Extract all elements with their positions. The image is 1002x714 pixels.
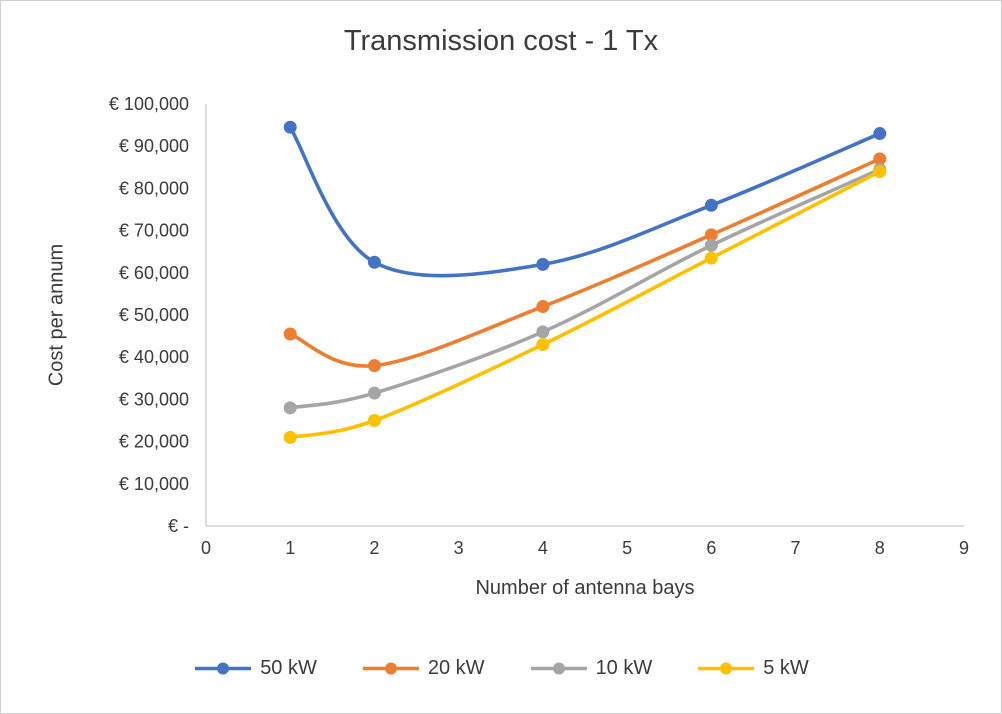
y-tick-label: € 10,000 xyxy=(119,474,189,494)
legend-marker-10-kw xyxy=(530,662,587,675)
data-point-5-kw xyxy=(873,165,887,179)
x-tick-label: 7 xyxy=(791,538,801,558)
legend-dot-sample xyxy=(217,662,230,675)
data-point-10-kw xyxy=(367,386,381,400)
legend: 50 kW 20 kW 10 kW 5 kW xyxy=(1,657,1001,680)
x-tick-label: 2 xyxy=(369,538,379,558)
legend-item-20-kw: 20 kW xyxy=(361,657,485,680)
series-line-20-kw xyxy=(288,157,882,368)
legend-marker-20-kw xyxy=(362,662,419,675)
x-tick-label: 4 xyxy=(538,538,548,558)
y-tick-label: € 40,000 xyxy=(119,347,189,367)
legend-item-10-kw: 10 kW xyxy=(529,657,653,680)
legend-label-50-kw: 50 kW xyxy=(260,657,317,679)
x-tick-label: 3 xyxy=(454,538,464,558)
data-point-50-kw xyxy=(873,127,887,141)
data-point-50-kw xyxy=(367,255,381,269)
data-point-20-kw xyxy=(873,152,887,166)
y-tick-label: € 50,000 xyxy=(119,305,189,325)
data-point-10-kw xyxy=(283,401,297,415)
legend-dot-sample xyxy=(552,662,565,675)
y-tick-label: € - xyxy=(168,516,189,536)
data-point-50-kw xyxy=(536,257,550,271)
legend-marker-5-kw xyxy=(698,662,755,675)
data-point-5-kw xyxy=(536,338,550,352)
data-point-10-kw xyxy=(704,238,718,252)
data-point-5-kw xyxy=(367,414,381,427)
y-tick-label: € 80,000 xyxy=(119,178,189,198)
x-tick-label: 8 xyxy=(875,538,885,558)
data-point-5-kw xyxy=(283,430,297,444)
data-point-10-kw xyxy=(536,325,550,339)
data-point-5-kw xyxy=(704,251,718,265)
x-tick-label: 0 xyxy=(201,538,211,558)
legend-label-5-kw: 5 kW xyxy=(763,657,809,679)
x-axis-title: Number of antenna bays xyxy=(475,577,695,599)
y-tick-label: € 30,000 xyxy=(119,389,189,409)
legend-label-20-kw: 20 kW xyxy=(427,657,485,679)
chart-title: Transmission cost - 1 Tx xyxy=(343,25,659,57)
data-point-20-kw xyxy=(283,327,297,341)
series-line-10-kw xyxy=(288,167,882,410)
y-tick-label: € 90,000 xyxy=(119,136,189,156)
data-point-20-kw xyxy=(704,228,718,242)
x-tick-label: 9 xyxy=(959,538,969,558)
legend-dot-sample xyxy=(384,662,397,675)
data-point-50-kw xyxy=(704,198,718,212)
series-line-50-kw xyxy=(288,125,882,278)
series-line-5-kw xyxy=(288,169,882,440)
x-tick-label: 6 xyxy=(706,538,716,558)
data-point-20-kw xyxy=(536,300,550,314)
legend-marker-50-kw xyxy=(195,662,252,675)
data-point-20-kw xyxy=(367,359,381,373)
y-tick-label: € 60,000 xyxy=(119,263,189,283)
y-tick-label: € 100,000 xyxy=(109,94,189,114)
data-point-50-kw xyxy=(283,120,297,134)
legend-label-10-kw: 10 kW xyxy=(595,657,653,679)
y-tick-label: € 20,000 xyxy=(119,432,189,452)
legend-dot-sample xyxy=(720,662,733,675)
x-tick-label: 1 xyxy=(285,538,295,558)
y-tick-label: € 70,000 xyxy=(119,221,189,241)
legend-item-5-kw: 5 kW xyxy=(696,657,809,680)
x-tick-label: 5 xyxy=(622,538,632,558)
legend-item-50-kw: 50 kW xyxy=(193,657,317,680)
